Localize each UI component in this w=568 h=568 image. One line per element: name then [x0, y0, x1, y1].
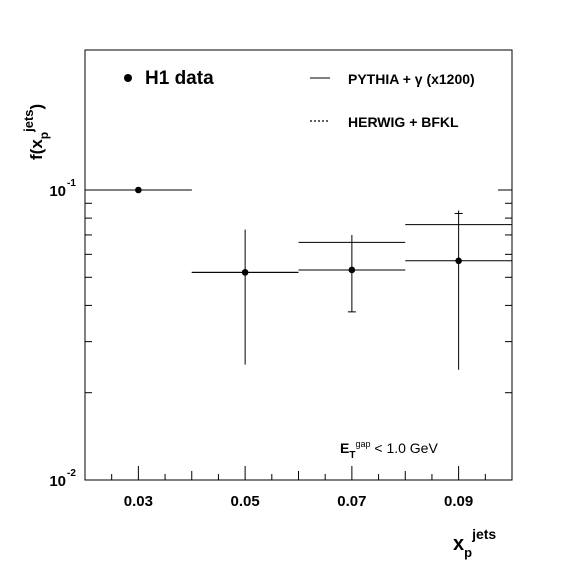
- h1-data-point: [241, 269, 249, 276]
- y-tick-label: 10: [49, 183, 66, 200]
- x-tick-label: 0.03: [124, 493, 153, 510]
- h1-data-point: [135, 186, 142, 194]
- legend-label: HERWIG + BFKL: [348, 114, 459, 130]
- y-tick-label-exponent: -1: [67, 178, 76, 189]
- h1-data-point: [348, 266, 356, 274]
- h1-data-point: [455, 257, 462, 265]
- x-tick-label: 0.05: [231, 493, 260, 510]
- legend-label: PYTHIA + γ (x1200): [348, 71, 475, 87]
- x-tick-label: 0.07: [337, 493, 366, 510]
- y-axis-label: f(xpjets): [21, 104, 51, 160]
- legend-marker-dot: [124, 74, 132, 82]
- y-tick-label: 10: [49, 473, 66, 490]
- x-axis-label: xpjets: [453, 526, 496, 560]
- gap-energy-annotation: ETgap < 1.0 GeV: [340, 439, 438, 461]
- y-tick-label-exponent: -2: [67, 468, 76, 479]
- x-tick-label: 0.09: [444, 493, 473, 510]
- legend-label: H1 data: [145, 68, 214, 89]
